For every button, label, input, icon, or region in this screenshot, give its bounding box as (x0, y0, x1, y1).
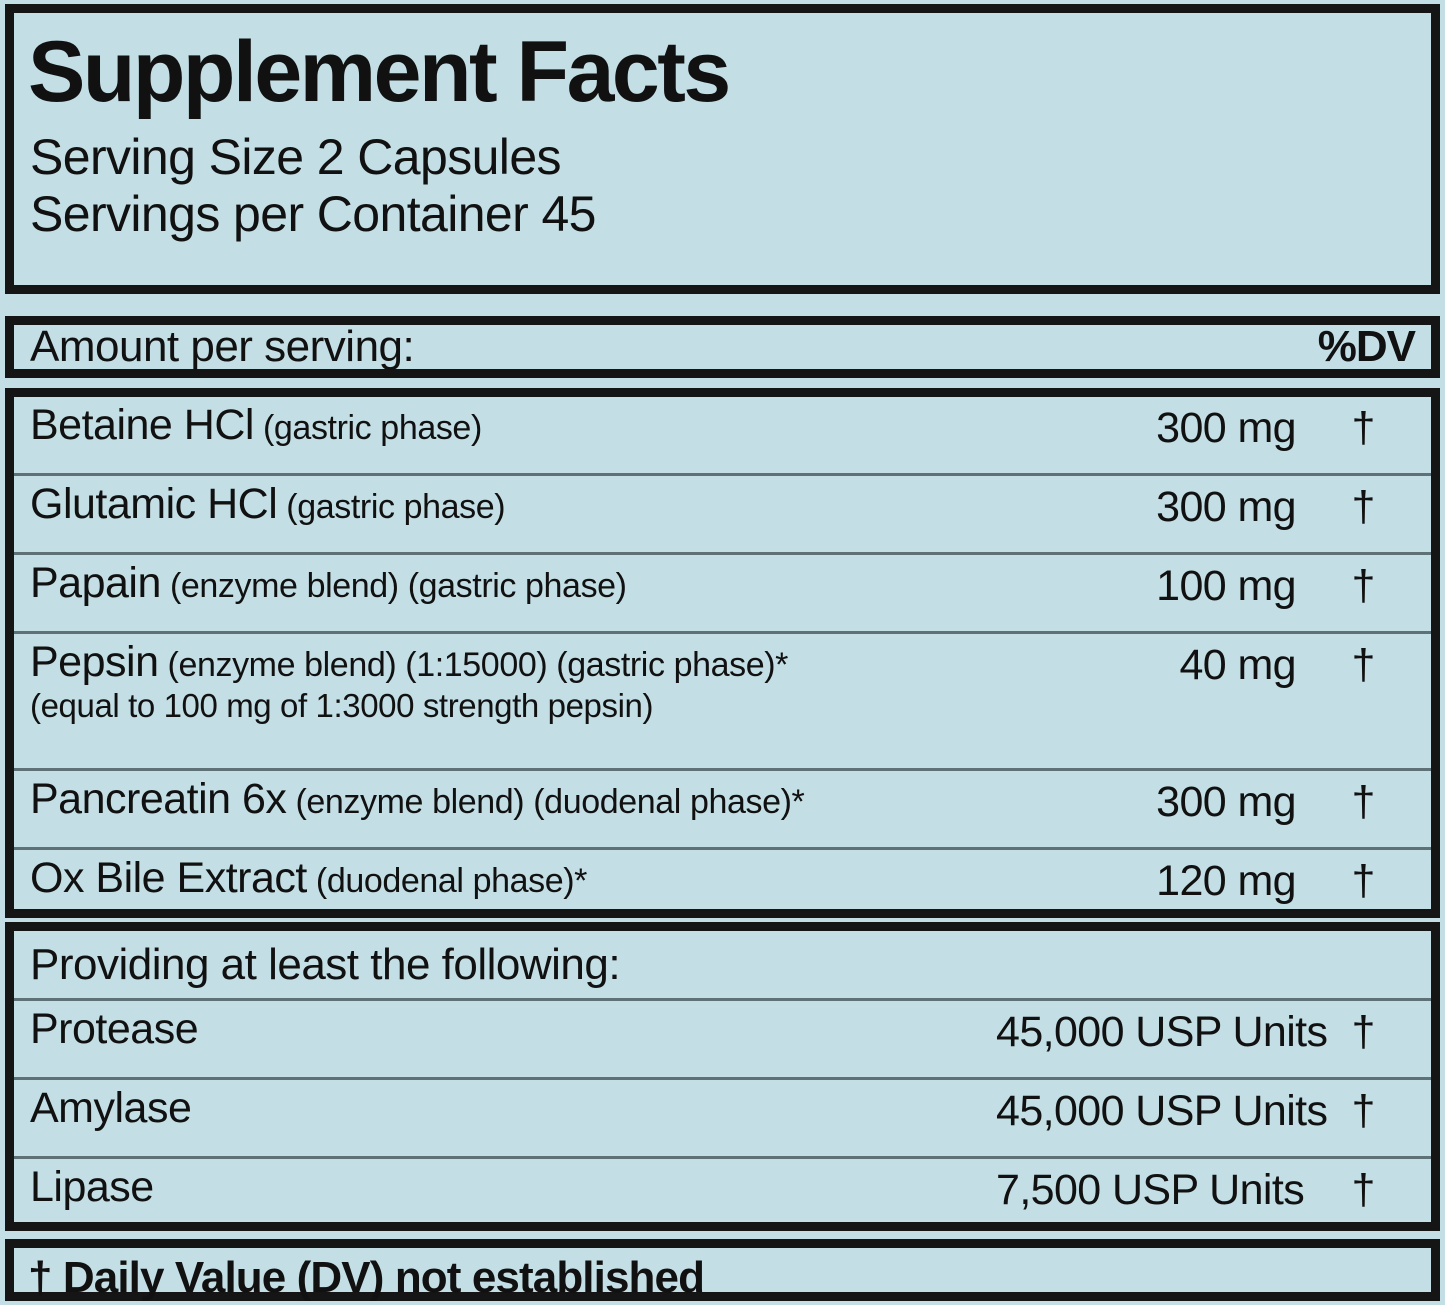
ingredient-name: Pancreatin 6x (enzyme blend) (duodenal p… (14, 771, 996, 829)
table-row: Papain (enzyme blend) (gastric phase) 100… (14, 555, 1431, 634)
ingredient-daily-value: † (1351, 483, 1376, 531)
table-row: Pepsin (enzyme blend) (1:15000) (gastric… (14, 634, 1431, 771)
ingredient-amount: 45,000 USP Units (996, 1008, 1328, 1056)
ingredient-daily-value: † (1351, 1087, 1376, 1135)
ingredient-name-note: (enzyme blend) (duodenal phase)* (286, 783, 805, 821)
ingredient-name: Papain (enzyme blend) (gastric phase) (14, 555, 996, 613)
ingredient-name-main: Pancreatin 6x (30, 775, 287, 823)
footer-block: † Daily Value (DV) not established (5, 1239, 1440, 1302)
ingredient-name-note: (gastric phase) (277, 488, 506, 526)
ingredient-name-main: Betaine HCl (30, 401, 254, 449)
header-block: Supplement Facts Serving Size 2 Capsules… (5, 4, 1440, 294)
amount-per-serving-label: Amount per serving: (30, 322, 415, 371)
ingredient-amount: 100 mg (1156, 562, 1296, 610)
providing-block: Providing at least the following: Protea… (5, 922, 1440, 1231)
ingredient-daily-value: † (1351, 1008, 1376, 1056)
ingredient-name-main: Amylase (30, 1084, 192, 1132)
ingredient-name-main: Glutamic HCl (30, 480, 278, 528)
providing-heading: Providing at least the following: (14, 931, 1431, 1001)
ingredient-daily-value: † (1351, 404, 1376, 452)
ingredient-name: Betaine HCl (gastric phase) (14, 397, 996, 455)
ingredient-name: Pepsin (enzyme blend) (1:15000) (gastric… (14, 634, 996, 730)
ingredient-name-main: Protease (30, 1005, 199, 1053)
ingredient-name-main: Papain (30, 559, 161, 607)
ingredient-amount: 300 mg (1156, 404, 1296, 452)
ingredient-name-note2: (equal to 100 mg of 1:3000 strength peps… (30, 686, 654, 724)
table-row: Ox Bile Extract (duodenal phase)* 120 mg † (14, 850, 1431, 929)
ingredient-amount: 300 mg (1156, 778, 1296, 826)
ingredient-name: Ox Bile Extract (duodenal phase)* (14, 850, 996, 908)
page-title: Supplement Facts (28, 24, 731, 120)
serving-size-text: Serving Size 2 Capsules (30, 129, 562, 185)
ingredient-name: Lipase (14, 1159, 996, 1217)
ingredient-name-note: (gastric phase) (253, 409, 482, 447)
ingredient-name: Amylase (14, 1080, 996, 1138)
ingredient-daily-value: † (1351, 562, 1376, 610)
ingredient-daily-value: † (1351, 778, 1376, 826)
ingredient-amount: 40 mg (1179, 641, 1296, 689)
ingredient-name-main: Ox Bile Extract (30, 854, 307, 902)
providing-row-list: Protease 45,000 USP Units † Amylase 45,000 U… (14, 1001, 1431, 1238)
servings-per-container-text: Servings per Container 45 (30, 186, 596, 242)
daily-value-footnote: † Daily Value (DV) not established (28, 1253, 705, 1302)
table-row: Pancreatin 6x (enzyme blend) (duodenal p… (14, 771, 1431, 850)
ingredient-amount: 45,000 USP Units (996, 1087, 1328, 1135)
table-row: Lipase 7,500 USP Units † (14, 1159, 1431, 1238)
table-row: Betaine HCl (gastric phase) 300 mg † (14, 397, 1431, 476)
ingredient-daily-value: † (1351, 641, 1376, 689)
table-row: Amylase 45,000 USP Units † (14, 1080, 1431, 1159)
ingredient-amount: 120 mg (1156, 857, 1296, 905)
amount-per-serving-bar: Amount per serving: %DV (5, 316, 1440, 378)
ingredient-name-main: Lipase (30, 1163, 154, 1211)
ingredients-block: Betaine HCl (gastric phase) 300 mg † Glutam… (5, 388, 1440, 918)
ingredient-name-note: (enzyme blend) (1:15000) (gastric phase)… (158, 646, 789, 684)
table-row: Protease 45,000 USP Units † (14, 1001, 1431, 1080)
ingredient-name-main: Pepsin (30, 638, 159, 686)
ingredient-name: Protease (14, 1001, 996, 1059)
ingredient-name-note: (duodenal phase)* (306, 862, 587, 900)
ingredient-amount: 7,500 USP Units (996, 1166, 1305, 1214)
ingredient-name: Glutamic HCl (gastric phase) (14, 476, 996, 534)
amount-bar-inner: Amount per serving: %DV (14, 322, 1431, 371)
ingredient-row-list: Betaine HCl (gastric phase) 300 mg † Glutam… (14, 397, 1431, 929)
percent-dv-header: %DV (1317, 322, 1416, 371)
ingredient-amount: 300 mg (1156, 483, 1296, 531)
table-row: Glutamic HCl (gastric phase) 300 mg † (14, 476, 1431, 555)
ingredient-daily-value: † (1351, 857, 1376, 905)
ingredient-name-note: (enzyme blend) (gastric phase) (160, 567, 627, 605)
ingredient-daily-value: † (1351, 1166, 1376, 1214)
